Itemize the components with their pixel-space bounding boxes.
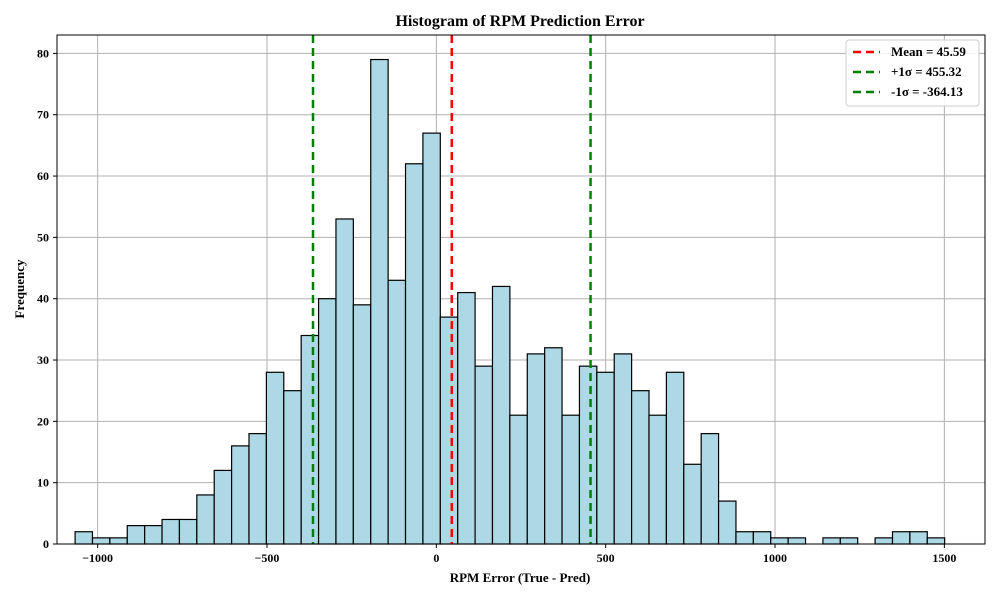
plot-frame <box>56 34 986 545</box>
histogram-bar <box>700 433 720 545</box>
histogram-bar <box>491 285 511 545</box>
legend-box <box>845 39 980 107</box>
histogram-bar <box>631 390 650 545</box>
histogram-bar <box>474 365 494 545</box>
histogram-bar <box>231 445 250 545</box>
histogram-bar <box>422 132 441 545</box>
histogram-bar <box>926 537 946 545</box>
x-tick-label: −1000 <box>82 551 113 565</box>
x-tick-label: 0 <box>433 551 439 565</box>
histogram-bar <box>596 371 615 545</box>
histogram-bar <box>544 347 563 545</box>
x-tick-label: 1500 <box>932 551 956 565</box>
y-tick-label: 40 <box>37 292 49 306</box>
histogram-bar <box>787 537 807 545</box>
histogram-bar <box>735 531 754 545</box>
histogram-bar <box>144 525 163 545</box>
histogram-bar <box>109 537 128 545</box>
legend-label: Mean = 45.59 <box>891 44 966 59</box>
histogram-bar <box>561 414 581 545</box>
histogram-bar <box>822 537 841 545</box>
histogram-bar <box>265 371 285 545</box>
y-tick-label: 60 <box>37 169 49 183</box>
histogram-bar <box>387 279 407 545</box>
histogram-bar <box>752 531 772 545</box>
histogram-bar <box>665 371 685 545</box>
histogram-bar <box>91 537 111 545</box>
histogram-bar <box>874 537 894 545</box>
y-tick-label: 80 <box>37 46 49 60</box>
histogram-bar <box>283 390 302 545</box>
y-tick-label: 10 <box>37 476 49 490</box>
ticks-layer: −1000 −500 0 500 1000 1500 0 10 20 30 40 50 60 70 80 <box>37 46 956 565</box>
histogram-bar <box>578 365 598 545</box>
legend: Mean = 45.59 +1σ = 455.32 -1σ = -364.13 <box>845 39 980 107</box>
histogram-bar <box>213 469 233 545</box>
y-axis-title: Frequency <box>12 259 27 318</box>
histogram-bar <box>404 163 424 545</box>
histogram-bar <box>161 518 181 545</box>
histogram-bar <box>74 531 94 545</box>
histogram-bar <box>248 433 267 545</box>
histogram-bar <box>909 531 928 545</box>
x-tick-label: 1000 <box>763 551 787 565</box>
histogram-bar <box>457 291 476 545</box>
histogram-bar <box>891 531 911 545</box>
histogram-bar <box>196 494 215 545</box>
histogram-bar <box>352 304 372 545</box>
bars-layer <box>74 58 946 545</box>
histogram-bar <box>439 316 459 545</box>
x-axis-title: RPM Error (True - Pred) <box>450 570 591 585</box>
histogram-bar <box>770 537 789 545</box>
histogram-bar <box>178 518 198 545</box>
legend-label: -1σ = -364.13 <box>891 84 963 99</box>
x-tick-label: 500 <box>597 551 615 565</box>
histogram-bar <box>839 537 859 545</box>
histogram-bar <box>717 500 737 545</box>
y-tick-label: 50 <box>37 230 49 244</box>
histogram-bar <box>126 525 146 545</box>
y-tick-label: 0 <box>43 537 49 551</box>
x-tick-label: −500 <box>255 551 280 565</box>
histogram-bar <box>648 414 667 545</box>
histogram-bar <box>300 334 320 545</box>
histogram-bar <box>683 463 702 545</box>
y-tick-label: 20 <box>37 414 49 428</box>
histogram-bar <box>335 218 354 545</box>
histogram-bar <box>526 353 546 545</box>
reference-lines-layer <box>311 35 592 544</box>
y-tick-label: 70 <box>37 108 49 122</box>
histogram-bar <box>317 298 337 545</box>
grid-layer <box>57 35 985 545</box>
y-tick-label: 30 <box>37 353 49 367</box>
chart-title: Histogram of RPM Prediction Error <box>395 13 644 30</box>
histogram-bar <box>613 353 633 545</box>
legend-label: +1σ = 455.32 <box>891 64 962 79</box>
histogram-bar <box>509 414 528 545</box>
histogram-bar <box>370 58 389 545</box>
